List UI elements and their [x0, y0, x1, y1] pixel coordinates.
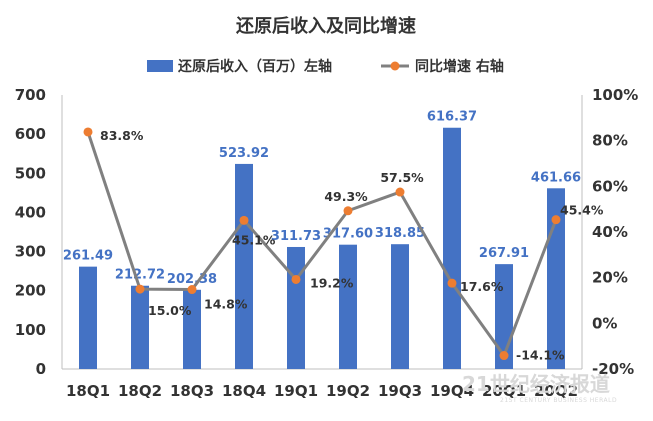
- legend-bar-swatch: [147, 60, 173, 72]
- bar-value-label: 616.37: [427, 110, 477, 125]
- growth-line: [86, 131, 558, 358]
- right-tick-label: 60%: [592, 177, 628, 195]
- growth-point: [447, 278, 457, 288]
- watermark-text: 21世纪经济报道: [462, 372, 610, 396]
- right-tick-label: 0%: [592, 314, 617, 332]
- x-tick-label: 18Q3: [170, 382, 214, 400]
- growth-value-label: 14.8%: [204, 297, 248, 312]
- bar-value-label: 461.66: [531, 170, 581, 185]
- left-tick-label: 600: [15, 125, 46, 143]
- growth-line-series: [83, 127, 561, 361]
- right-tick-label: 20%: [592, 269, 628, 287]
- growth-point: [343, 206, 353, 216]
- growth-value-label: 45.1%: [232, 232, 276, 247]
- bar: [235, 163, 253, 369]
- bar-value-label: 261.49: [63, 249, 113, 264]
- growth-point: [499, 351, 509, 361]
- right-tick-label: 80%: [592, 132, 628, 150]
- legend: 还原后收入（百万）左轴 同比增速 右轴: [147, 58, 504, 75]
- x-tick-label: 18Q4: [222, 382, 266, 400]
- bar-value-label: 212.72: [115, 268, 165, 283]
- right-tick-label: 40%: [592, 223, 628, 241]
- bar-value-label: 317.60: [323, 227, 373, 242]
- x-tick-label: 19Q2: [326, 382, 370, 400]
- growth-value-label: 49.3%: [324, 189, 368, 204]
- bar: [287, 246, 305, 369]
- growth-value-label: 15.0%: [148, 303, 192, 318]
- left-tick-label: 700: [15, 86, 46, 104]
- legend-line-marker: [390, 61, 400, 71]
- growth-point: [291, 274, 301, 284]
- right-axis: -20% 0% 20% 40% 60% 80% 100%: [592, 86, 638, 378]
- bar-value-label: 202.38: [167, 272, 217, 287]
- bar-value-label: 318.85: [375, 226, 425, 241]
- growth-value-label: 83.8%: [100, 128, 144, 143]
- bar: [339, 244, 357, 369]
- bar: [131, 285, 149, 369]
- watermark-subtext: 21ST CENTURY BUSINESS HERALD: [500, 397, 617, 404]
- left-tick-label: 400: [15, 203, 46, 221]
- growth-point: [135, 284, 145, 294]
- bar: [79, 266, 97, 369]
- bar-value-label: 311.73: [271, 229, 321, 244]
- left-tick-label: 100: [15, 321, 46, 339]
- growth-value-label: 45.4%: [560, 203, 604, 218]
- left-tick-label: 200: [15, 282, 46, 300]
- growth-value-label: 57.5%: [380, 170, 424, 185]
- left-tick-label: 500: [15, 164, 46, 182]
- right-tick-label: 100%: [592, 86, 638, 104]
- x-axis: 18Q1 18Q2 18Q3 18Q4 19Q1 19Q2 19Q3 19Q4 20Q1 20Q2: [66, 382, 578, 400]
- growth-point: [239, 215, 249, 225]
- x-tick-label: 19Q4: [430, 382, 474, 400]
- right-tick-label: -20%: [592, 360, 634, 378]
- growth-point: [395, 187, 405, 197]
- watermark: 21世纪经济报道 21ST CENTURY BUSINESS HERALD: [462, 372, 617, 404]
- growth-point: [187, 285, 197, 295]
- x-tick-label: 19Q3: [378, 382, 422, 400]
- bar-value-label: 523.92: [219, 146, 269, 161]
- bar-series: [79, 127, 565, 369]
- chart-title: 还原后收入及同比增速: [235, 15, 416, 37]
- x-tick-label: 20Q1: [482, 382, 526, 400]
- left-tick-label: 300: [15, 243, 46, 261]
- growth-value-label: -14.1%: [516, 348, 565, 363]
- growth-value-labels: 83.8% 15.0% 14.8% 45.1% 19.2% 49.3% 57.5% 17.6%…: [100, 128, 604, 363]
- bar: [391, 244, 409, 369]
- x-tick-label: 19Q1: [274, 382, 318, 400]
- x-tick-label: 18Q2: [118, 382, 162, 400]
- left-tick-label: 0: [36, 360, 46, 378]
- growth-point: [551, 215, 561, 225]
- x-tick-label: 20Q2: [534, 382, 578, 400]
- left-axis: 0 100 200 300 400 500 600 700: [15, 86, 46, 378]
- growth-value-label: 19.2%: [310, 275, 354, 290]
- x-tick-label: 18Q1: [66, 382, 110, 400]
- bar-value-label: 267.91: [479, 246, 529, 261]
- legend-bar-label: 还原后收入（百万）左轴: [177, 58, 332, 75]
- bar: [183, 289, 201, 369]
- growth-value-label: 17.6%: [460, 279, 504, 294]
- growth-point: [83, 127, 93, 137]
- legend-line-label: 同比增速 右轴: [415, 58, 504, 75]
- bar: [443, 127, 461, 369]
